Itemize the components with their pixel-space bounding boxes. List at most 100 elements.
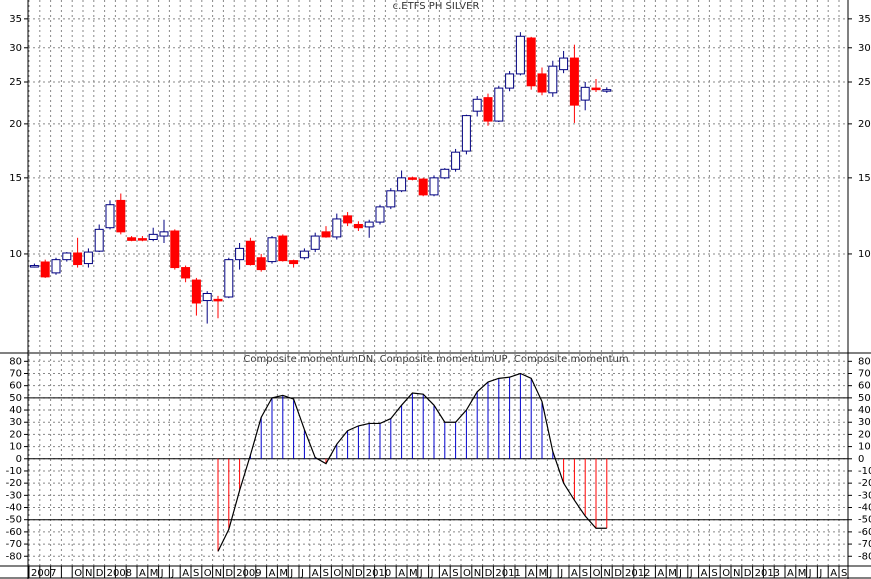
candle-body xyxy=(429,177,439,196)
x-tick-label: D xyxy=(96,568,104,579)
x-tick-label: M xyxy=(798,568,807,579)
candle-body xyxy=(321,231,331,238)
x-tick-label: A xyxy=(787,568,794,579)
y2-tick-label: 70 xyxy=(858,368,871,379)
x-tick-label: 2013 xyxy=(755,568,780,579)
y2-tick-label: 25 xyxy=(858,77,871,88)
candle-body xyxy=(332,218,342,238)
y2-tick-label: -60 xyxy=(858,527,871,538)
candle-body xyxy=(224,259,234,298)
x-tick-label: S xyxy=(582,568,588,579)
x-tick-label: S xyxy=(452,568,458,579)
x-tick-label: A xyxy=(139,568,146,579)
candle-body xyxy=(40,261,50,278)
candle-body xyxy=(569,57,579,106)
x-tick-label: N xyxy=(733,568,740,579)
candle-body xyxy=(105,204,115,229)
x-tick-label: A xyxy=(571,568,578,579)
candle-body xyxy=(526,37,536,87)
candle-body xyxy=(364,221,374,228)
x-tick-label: M xyxy=(409,568,418,579)
y-tick-label: -30 xyxy=(6,490,22,501)
candle-body xyxy=(191,279,201,304)
y-tick-label: 30 xyxy=(9,417,22,428)
y-tick-label: -70 xyxy=(6,539,22,550)
candle-body xyxy=(278,235,288,262)
x-tick-label: A xyxy=(312,568,319,579)
x-tick-label: D xyxy=(744,568,752,579)
x-tick-label: M xyxy=(668,568,677,579)
y-tick-label: 20 xyxy=(9,119,22,130)
y-tick-label: 80 xyxy=(9,356,22,367)
x-tick-label: 2009 xyxy=(236,568,261,579)
x-tick-label: A xyxy=(657,568,664,579)
candle-body xyxy=(289,260,299,265)
candle-body xyxy=(202,292,212,302)
y2-tick-label: -20 xyxy=(858,478,871,489)
y2-tick-label: -70 xyxy=(858,539,871,550)
x-tick-label: 2011 xyxy=(495,568,520,579)
x-tick-label: M xyxy=(150,568,159,579)
x-tick-label: J xyxy=(678,568,682,579)
candle-body xyxy=(83,251,93,265)
y-tick-label: 10 xyxy=(9,249,22,260)
y2-tick-label: 10 xyxy=(858,442,871,453)
x-tick-label: N xyxy=(344,568,351,579)
candle-body xyxy=(483,97,493,122)
x-tick-label: A xyxy=(398,568,405,579)
y2-tick-label: 60 xyxy=(858,381,871,392)
x-tick-label: N xyxy=(474,568,481,579)
y2-tick-label: 30 xyxy=(858,43,871,54)
candle-body xyxy=(548,65,558,94)
candle-body xyxy=(580,86,590,101)
x-tick-label: A xyxy=(528,568,535,579)
x-tick-label: J xyxy=(818,568,822,579)
x-tick-label: J xyxy=(548,568,552,579)
y2-tick-label: -50 xyxy=(858,515,871,526)
candle-body xyxy=(213,298,223,302)
candle-body xyxy=(472,98,482,112)
y2-tick-label: -30 xyxy=(858,490,871,501)
y-tick-label: 0 xyxy=(16,454,22,465)
candle-body xyxy=(451,151,461,170)
x-tick-label: A xyxy=(830,568,837,579)
y-tick-label: -10 xyxy=(6,466,22,477)
y2-tick-label: -40 xyxy=(858,503,871,514)
x-tick-label: J xyxy=(300,568,304,579)
x-tick-label: 2012 xyxy=(625,568,650,579)
candle-body xyxy=(418,178,428,196)
candle-body xyxy=(245,240,255,266)
candle-body xyxy=(353,223,363,229)
x-tick-label: J xyxy=(170,568,174,579)
candle-body xyxy=(29,265,39,268)
candle-body xyxy=(73,252,83,266)
x-tick-label: J xyxy=(160,568,164,579)
candle-body xyxy=(116,199,126,233)
x-tick-label: A xyxy=(269,568,276,579)
candle-body xyxy=(375,206,385,223)
candle-body xyxy=(235,247,245,261)
y2-tick-label: 10 xyxy=(858,249,871,260)
candle-body xyxy=(494,87,504,122)
candle-body xyxy=(256,257,266,271)
x-tick-label: J xyxy=(430,568,434,579)
x-tick-label: S xyxy=(841,568,847,579)
y-tick-label: 35 xyxy=(9,14,22,25)
x-tick-label: O xyxy=(722,568,730,579)
y-tick-label: 15 xyxy=(9,173,22,184)
candle-body xyxy=(461,115,471,152)
x-tick-label: S xyxy=(193,568,199,579)
y2-tick-label: 15 xyxy=(858,173,871,184)
x-tick-label: M xyxy=(279,568,288,579)
x-tick-label: J xyxy=(289,568,293,579)
x-tick-label: N xyxy=(603,568,610,579)
y-tick-label: -50 xyxy=(6,515,22,526)
y-tick-label: 10 xyxy=(9,442,22,453)
y-tick-label: 60 xyxy=(9,381,22,392)
y2-tick-label: 30 xyxy=(858,417,871,428)
price-title: c.ETFS PH SILVER xyxy=(393,1,480,12)
x-tick-label: S xyxy=(323,568,329,579)
y-tick-label: 30 xyxy=(9,43,22,54)
